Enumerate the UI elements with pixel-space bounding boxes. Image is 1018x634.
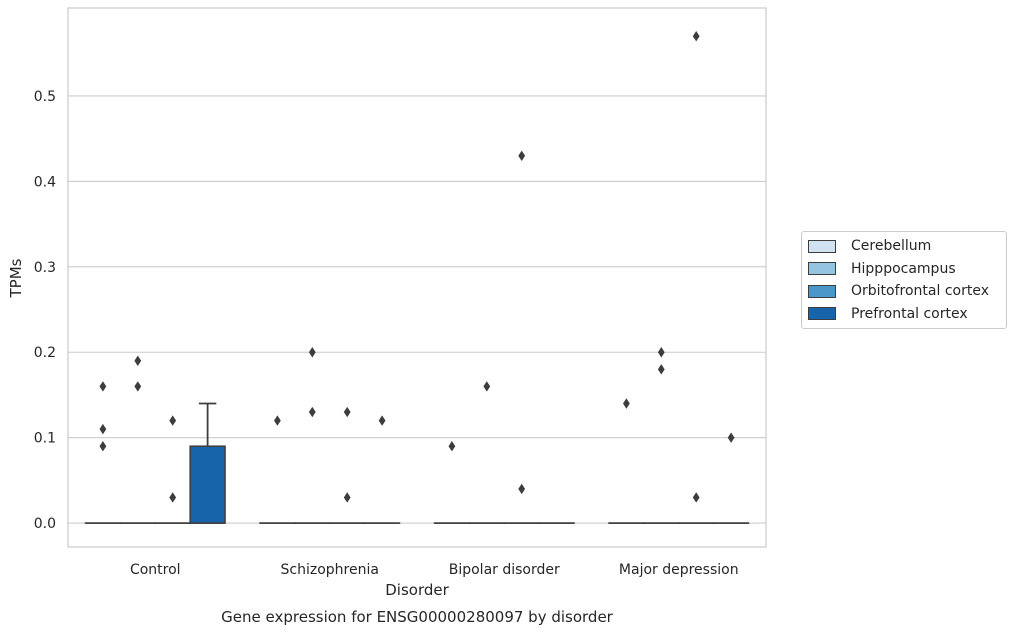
plot-area [68, 8, 766, 547]
plot-marks [84, 30, 750, 524]
outlier-point [169, 415, 177, 426]
box-prefrontal-cortex [363, 415, 401, 524]
legend: Cerebellum Hipppocampus Orbitofrontal cort… [801, 231, 1007, 329]
outlier-point [692, 492, 700, 503]
outlier-point [169, 492, 177, 503]
y-axis-label: TPMs [7, 258, 25, 298]
y-tick-label: 0.3 [34, 260, 56, 276]
legend-label: Cerebellum [851, 238, 932, 255]
outlier-point [657, 347, 665, 358]
box-prefrontal-cortex [189, 402, 226, 524]
outlier-point [308, 406, 316, 418]
outlier-point [99, 423, 107, 435]
legend-swatch [808, 307, 836, 321]
outlier-point [343, 406, 351, 418]
legend-swatch [808, 239, 836, 253]
outlier-point [692, 30, 700, 42]
legend-item: Hipppocampus [802, 258, 1006, 281]
y-tick-label: 0.0 [34, 516, 56, 532]
legend-swatch [808, 262, 836, 276]
y-tick-label: 0.4 [34, 174, 56, 190]
box-orbitofrontal-cortex [154, 415, 191, 524]
box-hipppocampus [643, 347, 680, 524]
outlier-point [518, 483, 526, 495]
x-tick-label: Bipolar disorder [449, 562, 560, 578]
y-tick-label: 0.2 [34, 345, 56, 361]
outlier-point [623, 398, 630, 409]
outlier-point [343, 492, 351, 503]
outlier-point [448, 441, 456, 452]
outlier-point [518, 150, 526, 161]
outlier-point [134, 355, 142, 366]
outlier-point [378, 415, 386, 426]
outlier-point [483, 381, 491, 392]
legend-label: Hipppocampus [851, 260, 956, 277]
box-cerebellum [259, 415, 296, 524]
y-tick-label: 0.5 [34, 89, 56, 105]
box-cerebellum [433, 441, 471, 524]
box-prefrontal-cortex [712, 432, 750, 524]
outlier-point [274, 415, 281, 426]
legend-item: Cerebellum [802, 235, 1006, 258]
plot-frame [67, 7, 767, 548]
legend-swatch [808, 284, 836, 298]
x-axis-label: Disorder [385, 581, 449, 599]
legend-label: Orbitofrontal cortex [851, 283, 989, 300]
y-tick-label: 0.1 [34, 431, 56, 447]
outlier-point [99, 381, 107, 392]
outlier-point [99, 441, 107, 452]
box [189, 445, 226, 524]
chart-title: Gene expression for ENSG00000280097 by d… [221, 608, 614, 626]
outlier-point [727, 432, 735, 443]
outlier-point [657, 364, 665, 375]
legend-label: Prefrontal cortex [851, 305, 968, 322]
x-tick-label: Major depression [619, 562, 739, 578]
outlier-point [308, 347, 316, 358]
x-tick-label: Schizophrenia [281, 562, 379, 578]
outlier-point [134, 381, 142, 392]
legend-item: Prefrontal cortex [802, 303, 1006, 326]
x-axis-ticks: Control Schizophrenia Bipolar disorder Majo… [130, 562, 739, 578]
y-axis-ticks: 0.0 0.1 0.2 0.3 0.4 0.5 [34, 89, 56, 532]
x-tick-label: Control [130, 562, 181, 578]
legend-item: Orbitofrontal cortex [802, 280, 1006, 303]
